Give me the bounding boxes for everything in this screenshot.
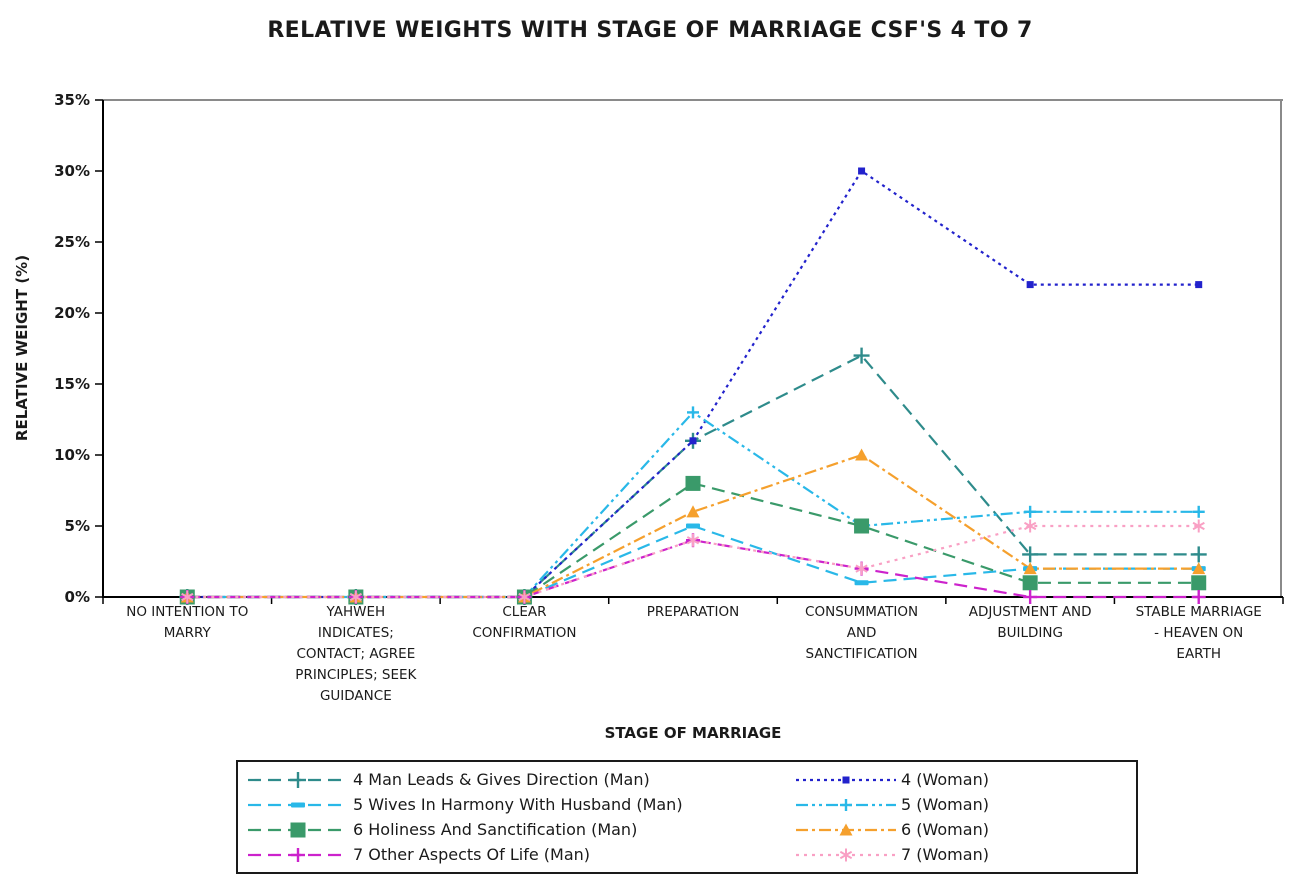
- legend-item-csf4-man: 4 Man Leads & Gives Direction (Man): [246, 767, 794, 792]
- data-point-marker-csf6-woman: [1023, 562, 1037, 575]
- x-category-label-line: YAHWEH: [326, 604, 386, 620]
- x-category-label-line: PRINCIPLES; SEEK: [295, 667, 417, 683]
- x-category-label-line: SANCTIFICATION: [806, 646, 918, 662]
- legend-line-sample-csf6-woman: [796, 823, 896, 836]
- legend-item-csf4-woman: 4 (Woman): [794, 767, 1128, 792]
- data-point-marker-csf6-woman: [839, 823, 853, 836]
- x-category-label-line: ADJUSTMENT AND: [969, 604, 1092, 620]
- x-axis-title: STAGE OF MARRIAGE: [605, 724, 782, 742]
- data-point-marker-csf4-woman: [858, 167, 866, 175]
- y-tick-label: 15%: [54, 375, 90, 393]
- legend-item-csf7-man: 7 Other Aspects Of Life (Man): [246, 842, 794, 867]
- x-category-label: PREPARATION: [647, 604, 740, 620]
- x-category-label-line: PREPARATION: [647, 604, 740, 620]
- data-point-marker-csf6-woman: [855, 448, 869, 461]
- legend-label-csf7-woman: 7 (Woman): [901, 845, 989, 864]
- data-point-marker-csf4-woman: [842, 776, 850, 783]
- x-category-label-line: INDICATES;: [318, 625, 394, 641]
- x-category-label-line: CONFIRMATION: [472, 625, 576, 641]
- x-category-label-line: - HEAVEN ON: [1154, 625, 1243, 641]
- data-point-marker-csf7-woman: [686, 536, 700, 545]
- data-point-marker-csf4-woman: [689, 437, 697, 445]
- y-tick-label: 30%: [54, 162, 90, 180]
- y-tick-label: 25%: [54, 233, 90, 251]
- data-point-marker-csf6-woman: [686, 505, 700, 518]
- data-point-marker-csf7-woman: [839, 850, 853, 859]
- data-point-marker-csf7-woman: [181, 592, 194, 602]
- x-category-label-line: EARTH: [1176, 646, 1221, 662]
- data-point-marker-csf4-woman: [1026, 281, 1034, 289]
- data-point-marker-csf7-woman: [1023, 521, 1037, 531]
- x-category-label-line: STABLE MARRIAGE: [1136, 604, 1262, 620]
- x-category-label: ADJUSTMENT AND BUILDING: [969, 604, 1092, 641]
- x-category-label-line: AND: [847, 625, 877, 641]
- data-point-marker-csf6-man: [685, 475, 701, 491]
- legend-item-csf5-man: 5 Wives In Harmony With Husband (Man): [246, 792, 794, 817]
- legend-line-sample-csf7-man: [248, 847, 348, 862]
- legend-label-csf6-man: 6 Holiness And Sanctification (Man): [353, 820, 638, 839]
- legend-item-csf6-woman: 6 (Woman): [794, 817, 1128, 842]
- legend-line-sample-csf7-woman: [796, 848, 896, 861]
- legend-label-csf7-man: 7 Other Aspects Of Life (Man): [353, 845, 591, 864]
- legend-item-csf6-man: 6 Holiness And Sanctification (Man): [246, 817, 794, 842]
- legend-label-csf4-man: 4 Man Leads & Gives Direction (Man): [353, 770, 650, 789]
- legend-item-csf5-woman: 5 (Woman): [794, 792, 1128, 817]
- x-category-label: CLEAR CONFIRMATION: [472, 604, 576, 641]
- data-point-marker-csf7-woman: [518, 592, 531, 602]
- data-point-marker-csf7-woman: [855, 564, 868, 573]
- y-tick-label: 10%: [54, 446, 90, 464]
- x-category-label: YAHWEH INDICATES; CONTACT; AGREE PRINCIPLES…: [295, 604, 417, 704]
- legend-line-sample-csf4-man: [248, 771, 348, 788]
- data-point-marker-csf6-man: [1191, 575, 1207, 591]
- legend-line-sample-csf6-man: [248, 822, 348, 837]
- x-category-label-line: CLEAR: [502, 604, 546, 620]
- x-category-label-line: NO INTENTION TO: [126, 604, 248, 620]
- y-tick-label: 5%: [65, 517, 90, 535]
- legend-item-csf7-woman: 7 (Woman): [794, 842, 1128, 867]
- legend-line-sample-csf4-woman: [796, 776, 896, 783]
- x-category-label-line: CONTACT; AGREE: [296, 646, 415, 662]
- x-category-label-line: MARRY: [164, 625, 212, 641]
- data-point-marker-csf7-woman: [349, 592, 363, 602]
- x-category-label: CONSUMMATION AND SANCTIFICATION: [805, 604, 918, 662]
- data-point-marker-csf7-woman: [1192, 521, 1205, 531]
- data-point-marker-csf5-man: [686, 523, 700, 529]
- legend-label-csf4-woman: 4 (Woman): [901, 770, 989, 789]
- legend-label-csf5-woman: 5 (Woman): [901, 795, 989, 814]
- data-point-marker-csf4-woman: [1195, 281, 1203, 289]
- data-point-marker-csf6-man: [290, 822, 306, 837]
- chart-title: RELATIVE WEIGHTS WITH STAGE OF MARRIAGE …: [267, 18, 1033, 43]
- y-tick-label: 0%: [65, 588, 90, 606]
- x-category-label-line: GUIDANCE: [320, 688, 392, 704]
- chart-legend: 4 Man Leads & Gives Direction (Man) 4 (Wo…: [236, 760, 1138, 874]
- y-tick-label: 20%: [54, 304, 90, 322]
- legend-label-csf5-man: 5 Wives In Harmony With Husband (Man): [353, 795, 683, 814]
- y-axis-title: RELATIVE WEIGHT (%): [13, 255, 31, 441]
- legend-label-csf6-woman: 6 (Woman): [901, 820, 989, 839]
- data-point-marker-csf5-man: [854, 580, 869, 586]
- data-point-marker-csf5-man: [291, 802, 305, 807]
- x-category-label-line: BUILDING: [997, 625, 1063, 641]
- legend-line-sample-csf5-woman: [796, 798, 896, 811]
- x-category-label: STABLE MARRIAGE - HEAVEN ON EARTH: [1136, 604, 1262, 662]
- legend-line-sample-csf5-man: [248, 802, 348, 807]
- line-chart: 0% 5% 10% 15% 20% 25% 30% 35% NO INTENTION TO MAR…: [13, 91, 1284, 742]
- x-category-label-line: CONSUMMATION: [805, 604, 918, 620]
- y-tick-label: 35%: [54, 91, 90, 109]
- data-point-marker-csf6-woman: [1192, 562, 1206, 575]
- data-point-marker-csf6-man: [1022, 575, 1038, 591]
- x-category-label: NO INTENTION TO MARRY: [126, 604, 248, 641]
- data-point-marker-csf6-man: [854, 518, 870, 534]
- series-line-csf4-woman: [187, 169, 1199, 599]
